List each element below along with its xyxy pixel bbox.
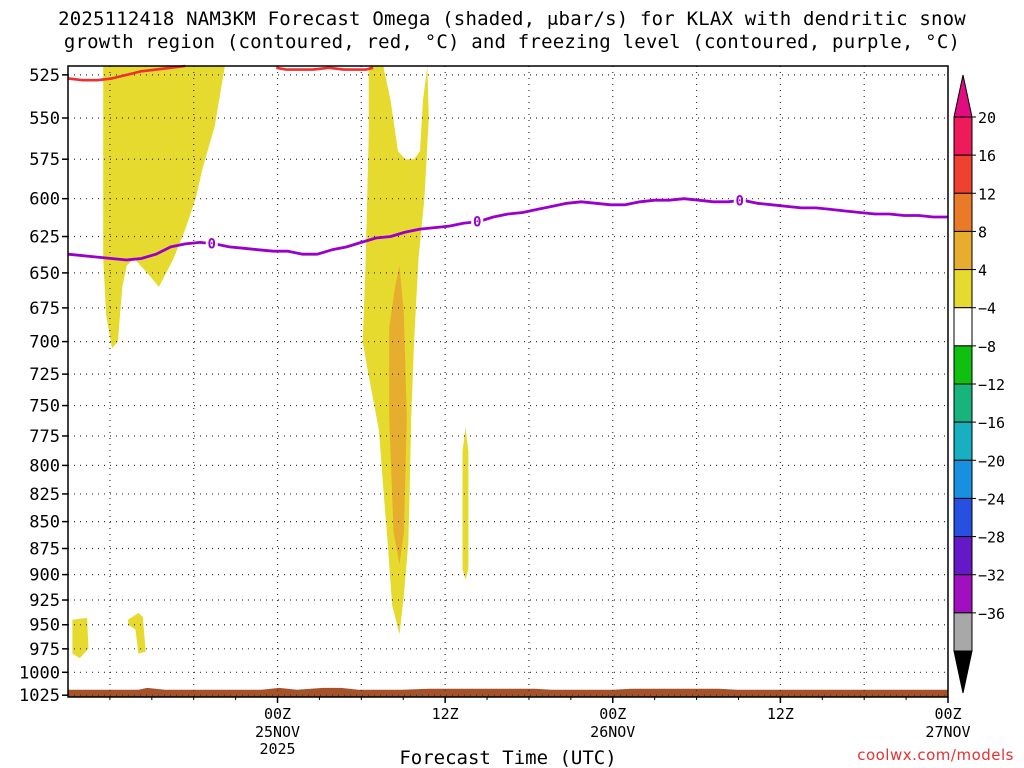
y-tick-label-575: 575 [29, 150, 60, 170]
colorbar-swatch-3 [953, 192, 973, 232]
colorbar-label-12: −28 [978, 529, 1005, 547]
x-tick-date-1: 25NOV [255, 723, 300, 741]
colorbar-swatch-5 [953, 269, 973, 309]
y-tick-label-825: 825 [29, 485, 60, 505]
freezing-level-label-bg-1 [205, 234, 218, 251]
dgz-contour-3 [328, 66, 374, 71]
y-tick-label-900: 900 [29, 566, 60, 586]
freezing-level-label-2: 0 [473, 215, 481, 231]
chart-title-line-1: 2025112418 NAM3KM Forecast Omega (shaded… [58, 8, 966, 30]
colorbar-label-8: −12 [978, 376, 1005, 394]
omega-area-1 [103, 66, 225, 349]
x-tick-label-5: 00Z [934, 705, 961, 723]
colorbar-swatch-9 [953, 421, 973, 461]
contour-lines-layer: 0 0 0 [67, 64, 948, 262]
freezing-level-line [67, 197, 948, 262]
colorbar-top-arrow [953, 74, 973, 118]
y-tick-label-775: 775 [29, 427, 60, 447]
x-tick-year-1: 2025 [259, 740, 295, 758]
omega-area-5 [72, 617, 89, 659]
omega-area-4 [462, 427, 469, 580]
omega-area-3 [389, 265, 407, 565]
y-tick-label-725: 725 [29, 365, 60, 385]
y-tick-label-525: 525 [29, 66, 60, 86]
colorbar-label-10: −20 [978, 452, 1005, 470]
colorbar-swatch-1 [953, 116, 973, 156]
y-tick-label-850: 850 [29, 513, 60, 533]
chart-title-line-2: growth region (contoured, red, °C) and f… [63, 31, 961, 53]
omega-area-6 [128, 613, 146, 654]
omega-shading-layer [68, 66, 948, 697]
colorbar-swatch-11 [953, 497, 973, 538]
y-tick-label-925: 925 [29, 591, 60, 611]
y-tick-label-550: 550 [29, 109, 60, 129]
freezing-level-label-1: 0 [208, 237, 216, 253]
colorbar-label-11: −24 [978, 490, 1005, 508]
y-tick-label-875: 875 [29, 539, 60, 559]
x-tick-label-2: 12Z [432, 705, 459, 723]
freezing-level-label-bg-2 [471, 212, 484, 229]
y-tick-label-1000: 1000 [19, 663, 60, 683]
y-tick-label-950: 950 [29, 616, 60, 636]
colorbar-bottom-arrow [953, 650, 973, 694]
colorbar-label-7: −8 [978, 338, 996, 356]
colorbar-swatch-4 [953, 230, 973, 271]
site-credit: coolwx.com/models [857, 746, 1014, 764]
dgz-contour-2 [276, 66, 330, 71]
colorbar-swatch-10 [953, 459, 973, 499]
freezing-level-label-3: 0 [736, 194, 744, 210]
x-tick-date-3: 26NOV [590, 723, 635, 741]
freezing-level-label-bg-3 [733, 191, 746, 208]
colorbar-label-2: 16 [978, 147, 996, 165]
colorbar-label-13: −32 [978, 567, 1005, 585]
colorbar-label-4: 8 [978, 223, 987, 241]
axes-layer: 525 550 575 600 625 650 675 700 725 750 775 800 825 8… [19, 66, 971, 768]
x-tick-label-4: 12Z [767, 705, 794, 723]
y-tick-label-650: 650 [29, 264, 60, 284]
colorbar-label-6: −4 [978, 300, 996, 318]
colorbar-swatch-7 [953, 345, 973, 385]
colorbar-swatch-8 [953, 383, 973, 423]
x-tick-label-3: 00Z [599, 705, 626, 723]
y-tick-label-1025: 1025 [19, 686, 60, 706]
colorbar-label-9: −16 [978, 414, 1005, 432]
colorbar-swatch-2 [953, 154, 973, 194]
colorbar-swatch-12 [953, 536, 973, 576]
colorbar-label-3: 12 [978, 185, 996, 203]
colorbar-label-5: 4 [978, 262, 987, 280]
colorbar-label-14: −36 [978, 605, 1005, 623]
y-tick-label-675: 675 [29, 299, 60, 319]
y-tick-label-750: 750 [29, 397, 60, 417]
colorbar-swatch-13 [953, 574, 973, 614]
y-tick-label-800: 800 [29, 456, 60, 476]
dgz-contour-1 [67, 64, 186, 82]
x-axis-label: Forecast Time (UTC) [399, 747, 616, 768]
x-tick-date-5: 27NOV [925, 723, 970, 741]
y-tick-label-975: 975 [29, 640, 60, 660]
y-tick-label-625: 625 [29, 228, 60, 248]
colorbar-swatch-6 [953, 307, 973, 347]
colorbar-swatch-14 [953, 612, 973, 652]
colorbar-label-1: 20 [978, 109, 996, 127]
plot-frame-layer [67, 65, 949, 698]
y-tick-label-700: 700 [29, 333, 60, 353]
colorbar-layer: 20 16 12 8 4 −4 −8 −12 −16 −20 −24 −28 −32 −36 [953, 74, 1005, 694]
plot-frame [67, 65, 949, 698]
y-tick-label-600: 600 [29, 190, 60, 210]
x-tick-label-1: 00Z [264, 705, 291, 723]
